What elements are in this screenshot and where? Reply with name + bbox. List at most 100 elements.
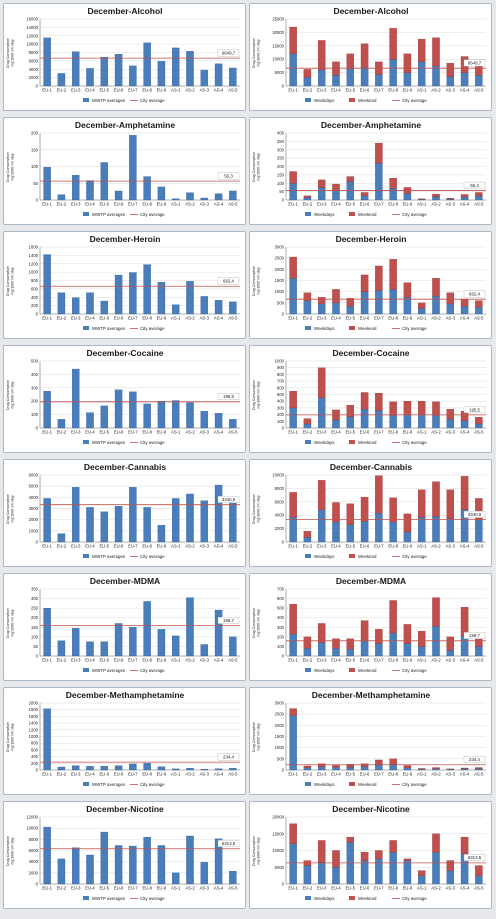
x-tick-label: AS-3 [200,88,210,93]
y-tick-label: 250 [277,156,285,161]
y-tick-label: 250 [31,606,39,611]
y-tick-label: 1200 [29,261,39,266]
chart-svg: December-Cocaine Drug Consumptionmg/1000 … [252,348,486,445]
chart-svg: December-Amphetamine Drug Consumptionmg/1… [6,120,240,217]
city-average-label: 56,3 [224,174,233,179]
x-tick-label: EU-5 [100,886,110,891]
legend-swatch [349,896,355,900]
y-tick-label: 8000 [275,486,285,491]
x-tick-label: EU-7 [128,88,138,93]
y-tick-label: 600 [277,385,285,390]
x-tick-label: AS-1 [417,772,427,777]
bar-weekdays [446,303,455,315]
bar-weekend [360,763,369,767]
x-tick-label: AS-1 [171,430,181,435]
chart-svg: December-Methamphetamine Drug Consumption… [252,690,486,787]
bar-weekdays [375,410,383,429]
bar-weekend [346,405,355,417]
y-tick-label: 800 [31,741,39,746]
bar-weekend [432,193,440,197]
bar-weekend [317,763,326,767]
bar-weekdays [417,875,426,885]
bar [71,368,80,429]
x-tick-label: EU-8 [142,886,152,891]
legend-swatch [83,326,89,330]
bar-weekend [332,61,340,76]
chart-svg: December-Heroin Drug Consumptionmg/1000 i… [6,234,240,331]
bar-weekdays [360,766,369,771]
bar-weekdays [360,521,369,543]
bar [129,272,137,315]
bar-weekdays [346,306,355,315]
x-tick-label: AS-2 [185,772,195,777]
y-tick-label: 0 [36,654,39,659]
x-tick-label: EU-5 [100,202,110,207]
bar [200,644,209,657]
x-tick-label: AS-1 [171,88,181,93]
y-tick-label: 700 [277,379,285,384]
bar [157,186,166,201]
x-tick-label: AS-2 [431,658,441,663]
y-tick-label: 0 [282,882,285,887]
bar-weekend [303,531,312,538]
x-tick-label: AS-5 [474,88,484,93]
bar [100,56,109,87]
bar [43,826,51,885]
legend-swatch [83,554,89,558]
bar-weekend [289,823,297,844]
chart-title: December-Amphetamine [75,120,175,130]
chart-panel: December-MDMA Drug Consumptionmg/1000 inh… [249,573,492,681]
legend-swatch [349,326,355,330]
y-tick-label: 4000 [275,513,285,518]
x-tick-label: EU-9 [403,316,413,321]
legend-swatch [305,326,311,330]
x-tick-label: EU-9 [403,202,413,207]
bar [143,176,151,201]
bar-weekdays [403,643,412,657]
bar-weekend [446,292,455,305]
bar-weekdays [403,531,412,543]
bar [86,412,94,429]
bar-weekend [303,292,312,301]
bar-weekend [346,836,355,843]
legend-swatch [349,668,355,672]
x-tick-label: EU-1 [288,316,298,321]
y-tick-label: 1000 [29,734,39,739]
bar-weekend [446,198,455,200]
bar [43,708,51,771]
bar-weekdays [332,767,340,771]
x-tick-label: EU-3 [317,886,327,891]
y-tick-label: 200 [31,615,39,620]
y-tick-label: 100 [277,181,285,186]
city-average-label: 6649,7 [222,51,236,56]
x-tick-label: AS-5 [228,544,238,549]
bar-weekdays [475,195,483,201]
y-tick-label: 10000 [272,848,284,853]
y-tick-label: 0 [36,198,39,203]
bar-weekdays [375,290,383,315]
legend-label: City average [402,98,427,103]
y-tick-label: 0 [36,312,39,317]
bar [214,193,223,201]
x-tick-label: EU-5 [346,430,356,435]
city-average-label-box [217,49,240,57]
legend-label: Weekdays [314,668,335,673]
bar [57,533,66,543]
city-average-label: 195,5 [469,407,481,412]
x-tick-label: EU-9 [403,88,413,93]
bar [157,61,166,87]
bar-weekdays [475,768,483,771]
y-axis-label: Drug Consumptionmg/1000 inh./day [6,494,15,524]
bar-weekend [432,597,440,627]
bar [229,67,237,87]
bar-weekend [446,63,455,77]
x-tick-label: EU-9 [403,658,413,663]
y-tick-label: 50 [33,181,38,186]
x-tick-label: AS-1 [417,430,427,435]
chart-svg: December-Nicotine Drug Consumptionmg/1000… [6,804,240,901]
bar-weekdays [432,852,440,885]
x-tick-label: EU-7 [128,772,138,777]
bar-weekend [446,409,455,420]
bar-weekend [417,630,426,647]
legend-label: Weekend [358,668,377,673]
